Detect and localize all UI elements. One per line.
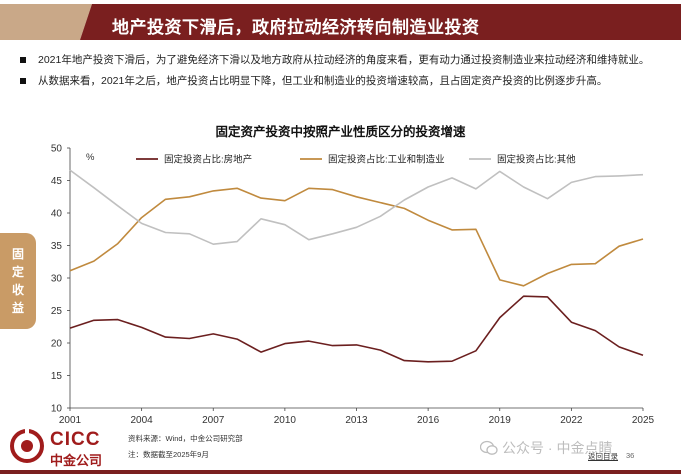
cicc-logo-icon — [10, 429, 44, 463]
y-tick-label: 30 — [51, 274, 63, 285]
back-to-contents-link[interactable]: 返回目录 — [588, 452, 618, 461]
series-line-3 — [69, 169, 644, 245]
y-unit-label: % — [86, 152, 95, 163]
bullet-item: 从数据来看，2021年之后，地产投资占比明显下降，但工业和制造业的投资增速较高，… — [20, 73, 665, 89]
bullet-square-icon — [20, 78, 26, 84]
bullet-text: 从数据来看，2021年之后，地产投资占比明显下降，但工业和制造业的投资增速较高，… — [38, 75, 608, 87]
logo-text-cn: 中金公司 — [50, 453, 103, 468]
y-tick-label: 40 — [51, 209, 63, 220]
x-tick-label: 2007 — [202, 415, 225, 426]
bullet-square-icon — [20, 57, 26, 63]
x-tick-label: 2019 — [489, 415, 512, 426]
bullet-text: 2021年地产投资下滑后，为了避免经济下滑以及地方政府从拉动经济的角度来看，更有… — [38, 54, 650, 66]
logo-text-en: CICC — [50, 429, 101, 450]
x-tick-label: 2016 — [417, 415, 440, 426]
title-bar-bg — [0, 4, 681, 40]
legend-label-2: 固定投资占比:工业和制造业 — [328, 154, 445, 166]
bottom-rule — [0, 470, 681, 474]
bullet-item: 2021年地产投资下滑后，为了避免经济下滑以及地方政府从拉动经济的角度来看，更有… — [20, 52, 665, 68]
cicc-logo: CICC 中金公司 — [10, 427, 120, 468]
legend-label-1: 固定投资占比:房地产 — [164, 154, 252, 166]
bullet-list: 2021年地产投资下滑后，为了避免经济下滑以及地方政府从拉动经济的角度来看，更有… — [20, 52, 665, 94]
series-line-2 — [69, 187, 644, 287]
data-date-note: 注：数据截至2025年9月 — [128, 450, 209, 459]
y-tick-label: 35 — [51, 241, 63, 252]
page-number: 36 — [626, 451, 635, 460]
chart-title: 固定资产投资中按照产业性质区分的投资增速 — [215, 125, 466, 139]
watermark-text: 公众号 · 中金点睛 — [502, 440, 613, 456]
x-tick-label: 2025 — [632, 415, 655, 426]
x-tick-label: 2010 — [274, 415, 297, 426]
side-tab: 固定收益 — [0, 233, 36, 329]
x-tick-label: 2013 — [345, 415, 368, 426]
watermark: 公众号 · 中金点睛 — [480, 438, 612, 458]
x-tick-label: 2022 — [560, 415, 583, 426]
legend-label-3: 固定投资占比:其他 — [497, 154, 576, 166]
y-tick-label: 25 — [51, 306, 63, 317]
y-tick-label: 50 — [51, 144, 63, 155]
y-tick-label: 20 — [51, 339, 63, 350]
series-line-1 — [69, 295, 644, 363]
x-tick-label: 2001 — [59, 415, 82, 426]
y-tick-label: 15 — [51, 371, 63, 382]
title-bar: 地产投资下滑后，政府拉动经济转向制造业投资 — [0, 4, 681, 40]
y-tick-label: 10 — [51, 404, 63, 415]
y-tick-label: 45 — [51, 176, 63, 187]
wechat-icon — [480, 440, 498, 455]
side-tab-label: 固定收益 — [11, 247, 24, 315]
x-tick-label: 2004 — [131, 415, 154, 426]
source-note: 资料来源：Wind，中金公司研究部 — [128, 434, 243, 443]
page-title: 地产投资下滑后，政府拉动经济转向制造业投资 — [112, 18, 480, 37]
